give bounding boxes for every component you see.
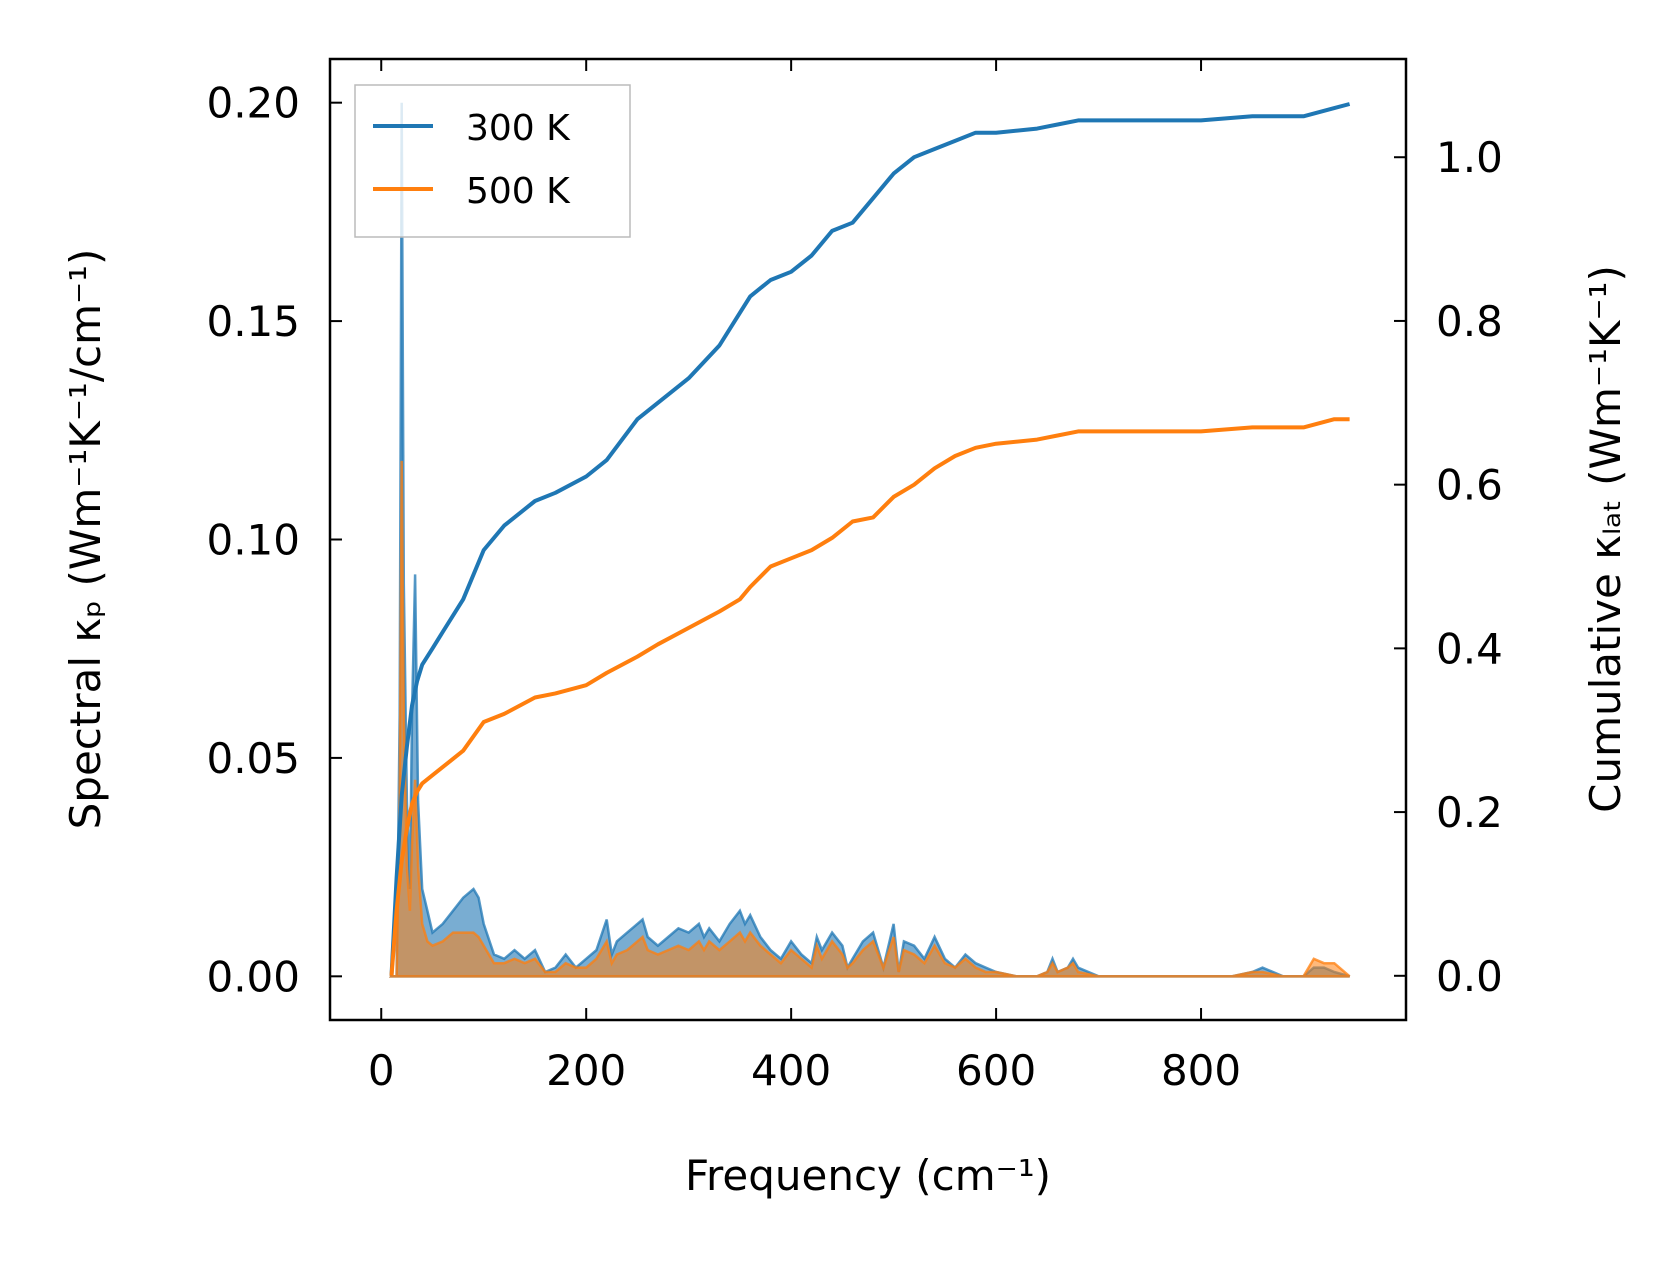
x-tick-label: 800 bbox=[1161, 1046, 1241, 1095]
y-tick-label-right: 1.0 bbox=[1436, 133, 1503, 182]
y-tick-label-right: 0.4 bbox=[1436, 624, 1503, 673]
y-tick-label-left: 0.20 bbox=[206, 79, 300, 128]
legend-label-500k: 500 K bbox=[466, 171, 571, 212]
x-tick-label: 400 bbox=[751, 1046, 831, 1095]
legend: 300 K 500 K bbox=[354, 84, 631, 238]
spectral-area-500k bbox=[388, 460, 1351, 978]
y-tick-label-right: 0.8 bbox=[1436, 297, 1503, 346]
y-tick-label-right: 0.6 bbox=[1436, 461, 1503, 510]
spectral-fill-layer bbox=[388, 102, 1351, 978]
y-axis-label-left: Spectral κₚ (Wm⁻¹K⁻¹/cm⁻¹) bbox=[61, 249, 110, 830]
legend-label-300k: 300 K bbox=[466, 108, 571, 149]
x-tick-label: 0 bbox=[368, 1046, 395, 1095]
y-tick-label-left: 0.00 bbox=[206, 952, 300, 1001]
x-tick-label: 200 bbox=[546, 1046, 626, 1095]
x-axis-label: Frequency (cm⁻¹) bbox=[685, 1151, 1051, 1200]
legend-box bbox=[354, 84, 631, 238]
line-layer bbox=[389, 102, 1351, 976]
y-tick-label-left: 0.15 bbox=[206, 297, 300, 346]
x-tick-label: 600 bbox=[956, 1046, 1036, 1095]
tick-label-layer: 0 200 400 600 800 0.00 0.05 0.10 0.15 0.20 0.0 0.2 0… bbox=[206, 79, 1502, 1095]
cumulative-line-300k bbox=[389, 102, 1351, 976]
tick-layer bbox=[330, 59, 1406, 1020]
y-axis-label-right: Cumulative κₗₐₜ (Wm⁻¹K⁻¹) bbox=[1581, 265, 1630, 813]
y-tick-label-right: 0.2 bbox=[1436, 788, 1503, 837]
cumulative-line-500k bbox=[389, 417, 1350, 976]
y-tick-label-left: 0.10 bbox=[206, 516, 300, 565]
y-tick-label-right: 0.0 bbox=[1436, 952, 1503, 1001]
y-tick-label-left: 0.05 bbox=[206, 734, 300, 783]
